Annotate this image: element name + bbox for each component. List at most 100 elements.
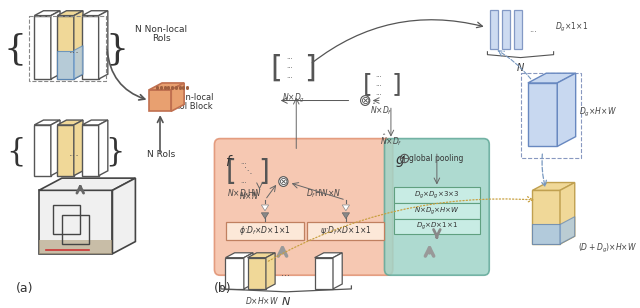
Text: [: [ <box>271 54 282 83</box>
Text: [: [ <box>363 72 372 96</box>
Polygon shape <box>342 205 349 211</box>
Text: $N$$\times$$D_g$$\times$$H$$\times$$W$: $N$$\times$$D_g$$\times$$H$$\times$$W$ <box>414 205 460 217</box>
Text: $N$: $N$ <box>281 295 291 307</box>
Polygon shape <box>51 11 60 79</box>
Polygon shape <box>261 213 269 219</box>
Polygon shape <box>39 240 113 254</box>
Text: ...: ... <box>529 25 537 34</box>
Text: N RoIs: N RoIs <box>147 150 175 159</box>
Text: (b): (b) <box>214 282 231 295</box>
Text: $N$$\times$$N$: $N$$\times$$N$ <box>239 190 259 201</box>
Text: ...: ... <box>281 268 290 278</box>
Polygon shape <box>342 213 349 219</box>
Text: $\psi$:$D_f$$\times$$D$$\times$1$\times$1: $\psi$:$D_f$$\times$$D$$\times$1$\times$… <box>320 224 372 237</box>
Polygon shape <box>225 258 244 289</box>
Text: ...: ... <box>68 45 79 55</box>
Polygon shape <box>57 125 74 176</box>
Text: $\otimes$: $\otimes$ <box>278 176 289 187</box>
FancyBboxPatch shape <box>385 139 489 275</box>
Polygon shape <box>225 253 253 258</box>
Text: RoIs: RoIs <box>152 34 170 43</box>
Text: ...: ... <box>240 178 247 184</box>
Text: $f$: $f$ <box>225 154 234 169</box>
Text: $D_g$$\times$1$\times$1: $D_g$$\times$1$\times$1 <box>556 21 589 34</box>
Polygon shape <box>315 258 333 289</box>
Text: ]: ] <box>259 158 269 186</box>
Text: $\ddots$: $\ddots$ <box>243 165 252 176</box>
Polygon shape <box>149 90 172 111</box>
Text: ...: ... <box>286 63 293 69</box>
Polygon shape <box>528 83 557 146</box>
Polygon shape <box>82 125 99 176</box>
Text: $\hat{N}$$\times$$D_f$: $\hat{N}$$\times$$D_f$ <box>380 132 402 148</box>
FancyBboxPatch shape <box>394 203 480 219</box>
Text: $N$$\times$$D_g$: $N$$\times$$D_g$ <box>282 92 305 105</box>
Text: N Non-local: N Non-local <box>135 25 188 34</box>
FancyBboxPatch shape <box>502 10 511 49</box>
Text: $\phi$:$D_f$$\times$$D$$\times$1$\times$1: $\phi$:$D_f$$\times$$D$$\times$1$\times$… <box>239 224 291 237</box>
Text: $D_g$$\times$$D$$\times$1$\times$1: $D_g$$\times$$D$$\times$1$\times$1 <box>416 221 458 232</box>
Text: ...: ... <box>375 72 382 78</box>
Polygon shape <box>82 16 99 79</box>
Polygon shape <box>82 11 108 16</box>
Polygon shape <box>172 83 184 111</box>
Polygon shape <box>74 46 83 79</box>
Polygon shape <box>248 253 275 258</box>
Text: ]: ] <box>392 72 401 96</box>
Polygon shape <box>57 16 74 79</box>
Polygon shape <box>57 120 83 125</box>
Polygon shape <box>113 178 136 254</box>
Text: (a): (a) <box>16 282 33 295</box>
Text: RoI Block: RoI Block <box>174 102 212 111</box>
Text: $D$$\times$$H$$\times$$W$: $D$$\times$$H$$\times$$W$ <box>245 295 279 306</box>
Polygon shape <box>39 190 113 254</box>
Text: ]: ] <box>305 54 316 83</box>
Text: $D_f$HW$\times$$N$: $D_f$HW$\times$$N$ <box>307 188 341 201</box>
Text: $D_g$$\times$$H$$\times$$W$: $D_g$$\times$$H$$\times$$W$ <box>579 106 617 119</box>
Text: [: [ <box>226 158 237 186</box>
Polygon shape <box>560 217 575 244</box>
FancyBboxPatch shape <box>514 10 522 49</box>
Text: ...: ... <box>286 73 293 79</box>
Text: $\otimes$: $\otimes$ <box>360 95 371 106</box>
Polygon shape <box>35 11 60 16</box>
FancyBboxPatch shape <box>490 10 499 49</box>
Polygon shape <box>57 11 83 16</box>
Text: }: } <box>105 32 128 66</box>
Text: ...: ... <box>375 90 382 96</box>
Polygon shape <box>532 190 560 244</box>
Text: $D_g$$\times$$D_g$$\times$3$\times$3: $D_g$$\times$$D_g$$\times$3$\times$3 <box>414 189 460 201</box>
Polygon shape <box>82 120 108 125</box>
Text: ...: ... <box>240 159 247 165</box>
FancyBboxPatch shape <box>227 221 303 240</box>
Text: global pooling: global pooling <box>410 154 463 163</box>
Polygon shape <box>35 16 51 79</box>
Circle shape <box>279 177 288 186</box>
Polygon shape <box>333 253 342 289</box>
Polygon shape <box>99 11 108 79</box>
Polygon shape <box>315 253 342 258</box>
Text: {: { <box>6 137 26 168</box>
Polygon shape <box>557 73 575 146</box>
Text: $(D+D_g)$$\times$$H$$\times$$W$: $(D+D_g)$$\times$$H$$\times$$W$ <box>579 242 637 255</box>
Text: $N$: $N$ <box>516 60 525 72</box>
Polygon shape <box>74 120 83 176</box>
Polygon shape <box>528 73 575 83</box>
Text: $g$: $g$ <box>395 154 405 169</box>
FancyBboxPatch shape <box>307 221 385 240</box>
Text: {: { <box>3 32 26 66</box>
Polygon shape <box>99 120 108 176</box>
Polygon shape <box>248 258 266 289</box>
Polygon shape <box>244 253 253 289</box>
Text: $N$$\times$$D_f$HW: $N$$\times$$D_f$HW <box>227 188 262 201</box>
Polygon shape <box>532 183 575 190</box>
Text: $\hat{N}$$\times$$D_f$: $\hat{N}$$\times$$D_f$ <box>371 102 393 117</box>
Circle shape <box>360 96 370 105</box>
Text: Non-local: Non-local <box>174 93 214 102</box>
Polygon shape <box>39 178 136 190</box>
Polygon shape <box>51 120 60 176</box>
FancyBboxPatch shape <box>394 187 480 203</box>
Polygon shape <box>35 120 60 125</box>
FancyBboxPatch shape <box>214 139 393 275</box>
Text: ...: ... <box>375 81 382 87</box>
